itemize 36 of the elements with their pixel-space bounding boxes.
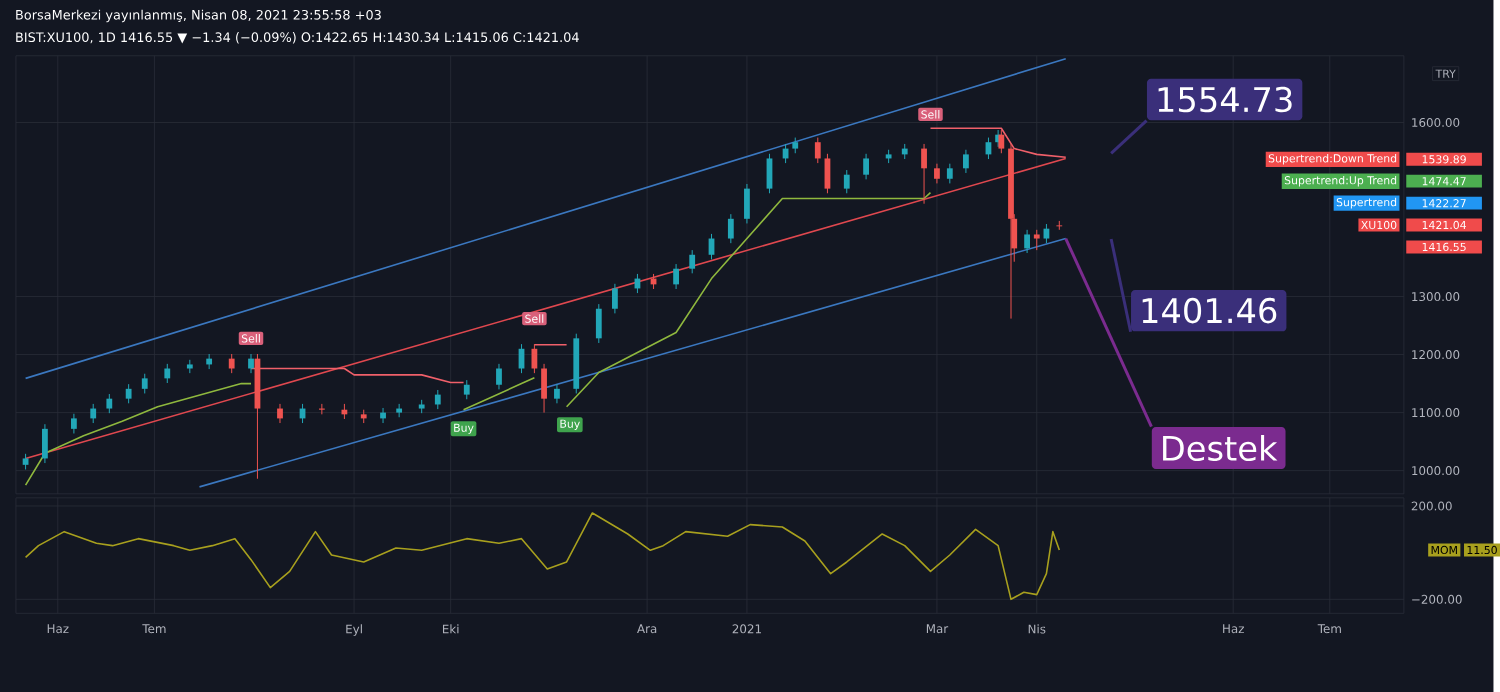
- candlestick: [689, 249, 696, 274]
- candlestick: [541, 362, 547, 413]
- line-series: [24, 511, 1061, 600]
- candlestick: [921, 142, 927, 204]
- candlestick: [595, 303, 602, 344]
- candlestick: [42, 423, 48, 464]
- candlestick: [106, 393, 113, 414]
- candlestick: [434, 389, 441, 410]
- candlestick: [946, 162, 953, 184]
- candlestick: [531, 343, 538, 374]
- candlestick: [90, 402, 97, 424]
- candlestick: [1033, 228, 1040, 251]
- annotation: Destek: [1163, 434, 1278, 461]
- annotation: 1554.73: [1158, 86, 1292, 112]
- candlestick: [963, 148, 969, 173]
- candlestick: [164, 362, 171, 384]
- candlestick: [228, 353, 235, 374]
- candlestick: [863, 152, 869, 180]
- candlestick: [141, 372, 148, 394]
- candlestick: [396, 402, 403, 418]
- candlestick: [554, 383, 560, 404]
- candlestick: [843, 169, 850, 194]
- candlestick: [744, 183, 750, 224]
- candlestick: [70, 412, 77, 434]
- candlestick: [125, 383, 132, 404]
- candlestick: [277, 402, 283, 424]
- candlestick: [934, 162, 940, 184]
- candlestick: [612, 282, 618, 314]
- candlestick: [496, 362, 502, 390]
- candlestick: [814, 136, 821, 164]
- candlestick: [727, 213, 734, 244]
- candlestick: [248, 353, 254, 374]
- candlestick: [1024, 228, 1030, 254]
- annotation: 1401.46: [1142, 297, 1277, 323]
- candlestick: [463, 379, 470, 400]
- candlestick: [673, 263, 679, 290]
